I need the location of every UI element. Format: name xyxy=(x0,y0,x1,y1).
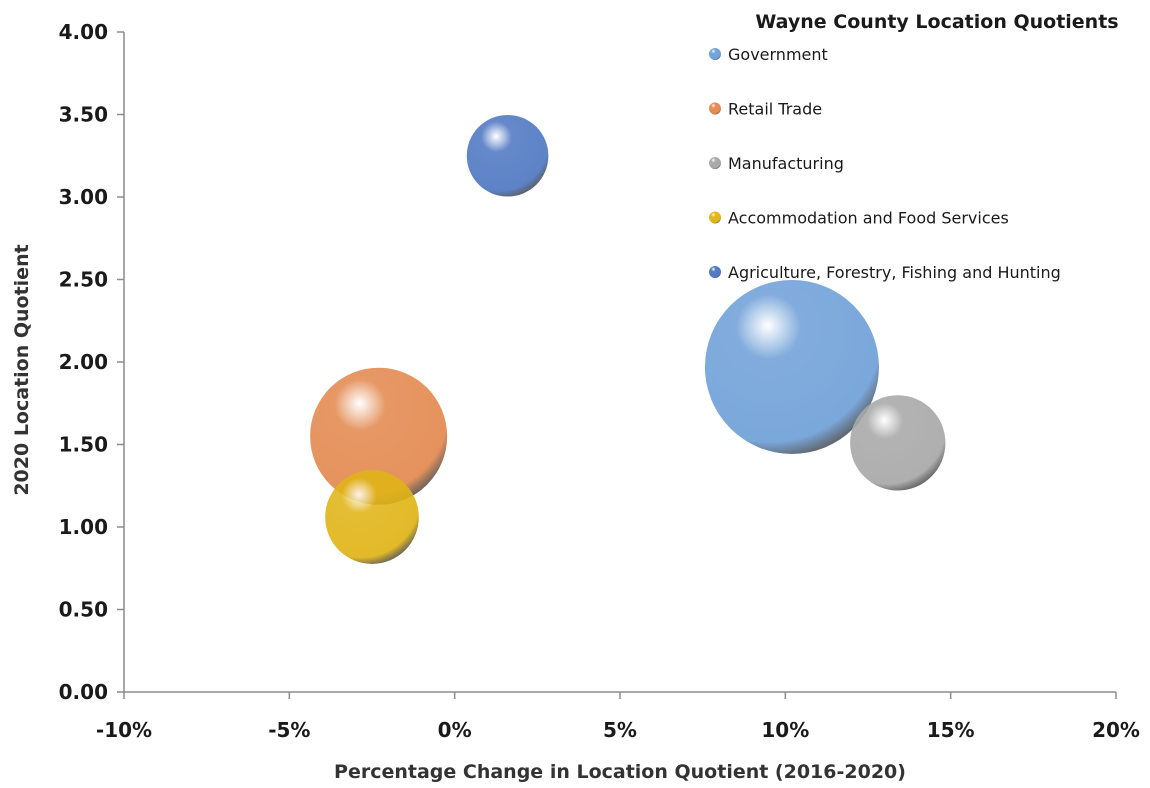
y-tick-label: 2.00 xyxy=(59,350,108,374)
legend-marker xyxy=(709,211,721,224)
x-tick-label: 5% xyxy=(603,718,637,742)
y-tick-label: 4.00 xyxy=(59,20,108,44)
legend-marker xyxy=(709,48,721,60)
y-tick-label: 3.00 xyxy=(59,185,108,209)
axes: 0.00 0.50 1.00 1.50 2.00 2.50 3.00 3.50 4.00 -10%… xyxy=(59,20,1140,742)
legend-label: Accommodation and Food Services xyxy=(728,209,1009,228)
bubble-accommodation-and-food-services xyxy=(325,470,419,564)
legend-marker xyxy=(709,157,721,169)
bubble-manufacturing xyxy=(850,395,946,491)
legend-label: Agriculture, Forestry, Fishing and Hunti… xyxy=(728,263,1061,282)
legend-label: Government xyxy=(728,45,828,64)
y-tick-label: 1.00 xyxy=(59,515,108,539)
y-tick-label: 0.00 xyxy=(59,680,108,704)
y-tick-label: 1.50 xyxy=(59,433,108,457)
y-tick-label: 3.50 xyxy=(59,103,108,127)
bubble-government xyxy=(704,279,879,454)
bubble-agriculture-forestry-fishing-and-hunting xyxy=(466,114,549,197)
x-tick-label: -5% xyxy=(268,718,310,742)
x-tick-label: 0% xyxy=(438,718,472,742)
bubbles xyxy=(310,114,946,564)
x-tick-label: 10% xyxy=(761,718,809,742)
legend-marker xyxy=(709,102,721,115)
y-tick-label: 0.50 xyxy=(59,598,108,622)
x-axis-title: Percentage Change in Location Quotient (… xyxy=(334,761,906,783)
y-axis-title: 2020 Location Quotient xyxy=(11,244,33,495)
bubble-retail-trade xyxy=(310,367,448,505)
x-tick-label: 20% xyxy=(1092,718,1140,742)
legend-title: Wayne County Location Quotients xyxy=(755,11,1118,33)
x-tick-label: -10% xyxy=(96,718,152,742)
legend-label: Retail Trade xyxy=(728,100,822,119)
legend: Wayne County Location Quotients Governme… xyxy=(709,11,1119,282)
x-tick-label: 15% xyxy=(927,718,975,742)
legend-marker xyxy=(709,266,721,278)
legend-label: Manufacturing xyxy=(728,154,844,173)
y-tick-label: 2.50 xyxy=(59,268,108,292)
